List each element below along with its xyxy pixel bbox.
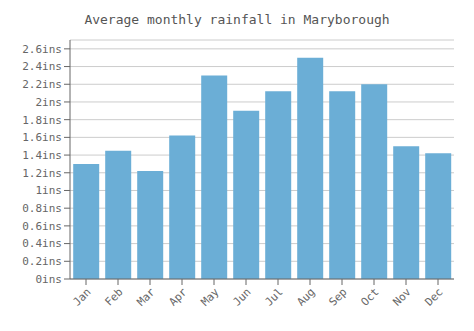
svg-text:Apr: Apr [166, 285, 190, 309]
svg-text:0.6ins: 0.6ins [22, 220, 62, 233]
svg-text:Jul: Jul [262, 285, 285, 308]
svg-text:0.4ins: 0.4ins [22, 237, 62, 250]
svg-text:Mar: Mar [134, 285, 158, 309]
svg-text:Aug: Aug [294, 285, 317, 308]
svg-text:1.2ins: 1.2ins [22, 167, 62, 180]
svg-text:1.8ins: 1.8ins [22, 114, 62, 127]
svg-text:2.6ins: 2.6ins [22, 43, 62, 56]
svg-text:1ins: 1ins [36, 184, 63, 197]
svg-text:Sep: Sep [326, 285, 349, 308]
svg-text:Dec: Dec [422, 285, 445, 308]
svg-text:1.4ins: 1.4ins [22, 149, 62, 162]
svg-text:Nov: Nov [390, 285, 414, 309]
svg-text:Jan: Jan [70, 285, 93, 308]
svg-text:Feb: Feb [102, 285, 125, 308]
svg-text:May: May [198, 285, 222, 309]
svg-text:0ins: 0ins [36, 273, 63, 286]
html-text:Average monthly rainfall in Ma: Average monthly rainfall in Maryborough [84, 12, 390, 27]
svg-text:Oct: Oct [358, 285, 381, 308]
svg-text:Jun: Jun [230, 285, 253, 308]
svg-text:2.4ins: 2.4ins [22, 60, 62, 73]
svg-text:0.8ins: 0.8ins [22, 202, 62, 215]
svg-text:0.2ins: 0.2ins [22, 255, 62, 268]
svg-text:2.2ins: 2.2ins [22, 78, 62, 91]
svg-text:2ins: 2ins [36, 96, 63, 109]
svg-text:1.6ins: 1.6ins [22, 131, 62, 144]
